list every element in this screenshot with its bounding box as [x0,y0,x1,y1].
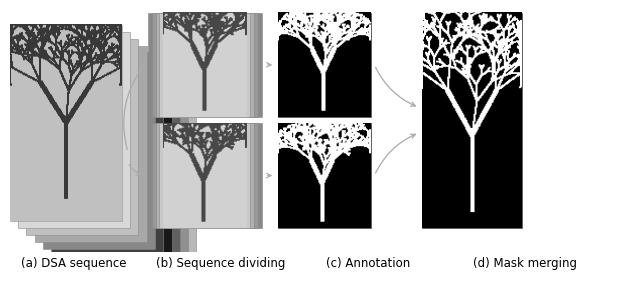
FancyBboxPatch shape [156,123,254,228]
Text: (c) Annotation: (c) Annotation [326,257,410,270]
FancyBboxPatch shape [152,13,258,117]
FancyBboxPatch shape [51,59,163,255]
FancyBboxPatch shape [159,123,250,228]
FancyBboxPatch shape [422,13,522,228]
FancyBboxPatch shape [18,32,130,228]
FancyBboxPatch shape [35,45,147,242]
FancyBboxPatch shape [278,123,371,228]
FancyBboxPatch shape [163,123,246,228]
FancyBboxPatch shape [163,13,246,117]
FancyBboxPatch shape [148,123,262,228]
Text: (a) DSA sequence: (a) DSA sequence [21,257,126,270]
FancyBboxPatch shape [84,86,196,283]
FancyBboxPatch shape [43,52,155,249]
Text: (d) Mask merging: (d) Mask merging [473,257,577,270]
FancyBboxPatch shape [10,25,122,221]
FancyBboxPatch shape [148,13,262,117]
FancyBboxPatch shape [26,39,138,235]
FancyBboxPatch shape [68,73,180,269]
FancyBboxPatch shape [60,66,172,262]
FancyBboxPatch shape [159,13,250,117]
FancyBboxPatch shape [156,13,254,117]
FancyBboxPatch shape [278,13,371,117]
FancyBboxPatch shape [76,80,188,276]
FancyBboxPatch shape [152,123,258,228]
Text: (b) Sequence dividing: (b) Sequence dividing [156,257,285,270]
